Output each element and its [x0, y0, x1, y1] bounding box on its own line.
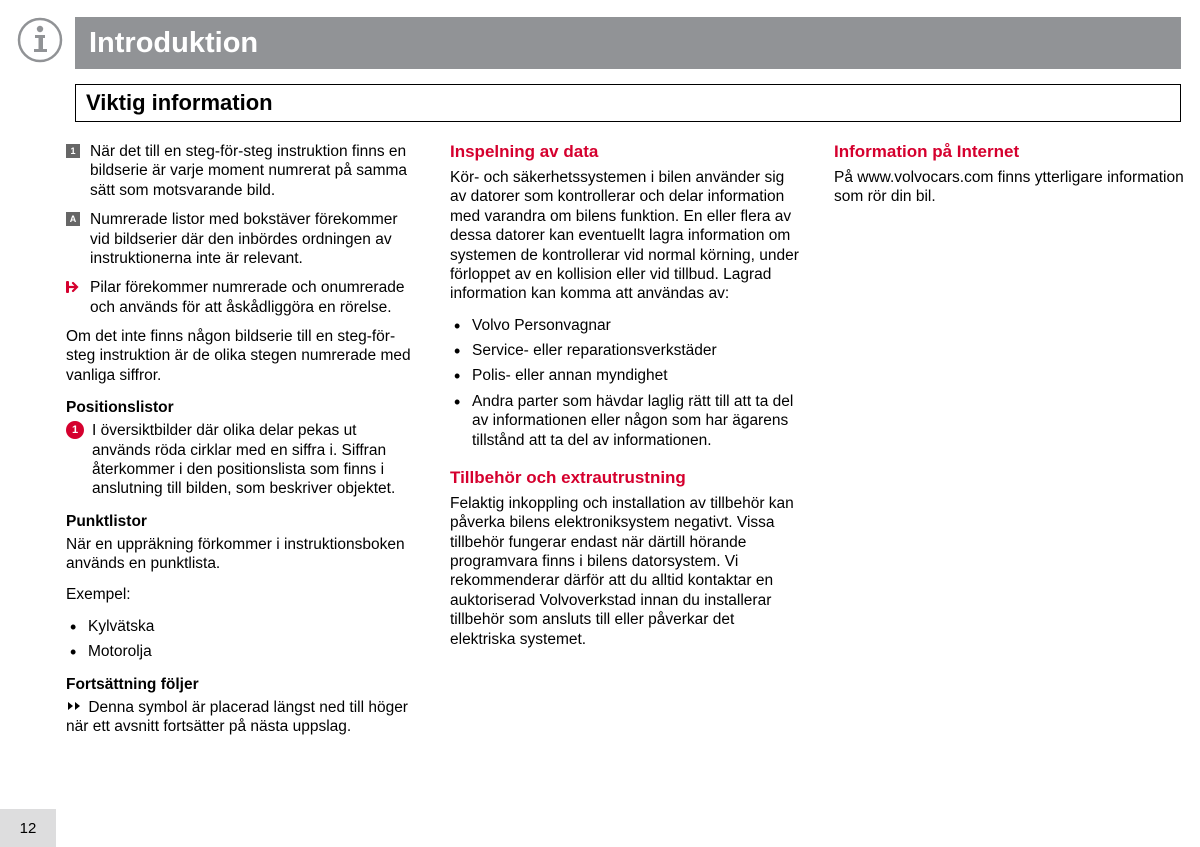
- list-item: Motorolja: [88, 642, 418, 661]
- example-label: Exempel:: [66, 585, 418, 604]
- subheading: Fortsättning följer: [66, 676, 418, 694]
- page-number: 12: [0, 809, 56, 847]
- paragraph: När en uppräkning förkommer i instruktio…: [66, 535, 418, 574]
- column-2: Inspelning av data Kör- och säkerhetssys…: [450, 142, 802, 748]
- step-text: Numrerade listor med bokstäver förekomme…: [90, 210, 418, 268]
- list-item: Kylvätska: [88, 617, 418, 636]
- section-subhead: Viktig information: [75, 84, 1181, 122]
- arrow-icon: [66, 280, 82, 294]
- continuation-text: Denna symbol är placerad längst ned till…: [66, 699, 408, 736]
- position-circle-marker: 1: [66, 421, 84, 439]
- continuation-icon: [66, 698, 84, 717]
- position-list-item: 1 I översiktbilder där olika delar pekas…: [66, 421, 418, 499]
- paragraph: På www.volvocars.com finns ytterligare i…: [834, 168, 1186, 207]
- continuation-para: Denna symbol är placerad längst ned till…: [66, 698, 418, 737]
- step-text: När det till en steg-för-steg instruktio…: [90, 142, 418, 200]
- subheading: Positionslistor: [66, 399, 418, 417]
- list-item: Andra parter som hävdar laglig rätt till…: [472, 392, 802, 450]
- info-icon: [17, 17, 63, 63]
- subheading: Punktlistor: [66, 513, 418, 531]
- paragraph: Felaktig inkoppling och installation av …: [450, 494, 802, 649]
- step-letter-marker: A: [66, 212, 80, 226]
- column-1: 1 När det till en steg-för-steg instrukt…: [66, 142, 418, 748]
- content-columns: 1 När det till en steg-för-steg instrukt…: [66, 142, 1186, 748]
- position-text: I översiktbilder där olika delar pekas u…: [92, 421, 418, 499]
- arrow-step-item: Pilar förekommer numrerade och onumrerad…: [66, 278, 418, 317]
- step-number-marker: 1: [66, 144, 80, 158]
- list-item: Polis- eller annan myndighet: [472, 366, 802, 385]
- bullet-list: Volvo Personvagnar Service- eller repara…: [450, 316, 802, 450]
- list-item: Volvo Personvagnar: [472, 316, 802, 335]
- column-3: Information på Internet På www.volvocars…: [834, 142, 1186, 748]
- page-title: Introduktion: [89, 27, 258, 60]
- numbered-step-item: 1 När det till en steg-för-steg instrukt…: [66, 142, 418, 200]
- subheading-red: Tillbehör och extrautrustning: [450, 468, 802, 488]
- bullet-list: Kylvätska Motorolja: [66, 617, 418, 662]
- step-text: Pilar förekommer numrerade och onumrerad…: [90, 278, 418, 317]
- paragraph: Kör- och säkerhetssystemen i bilen använ…: [450, 168, 802, 304]
- header-bar: Introduktion: [75, 17, 1181, 69]
- lettered-step-item: A Numrerade listor med bokstäver förekom…: [66, 210, 418, 268]
- subheading-red: Information på Internet: [834, 142, 1186, 162]
- subhead-text: Viktig information: [86, 90, 1170, 116]
- list-item: Service- eller reparationsverkstäder: [472, 341, 802, 360]
- subheading-red: Inspelning av data: [450, 142, 802, 162]
- paragraph: Om det inte finns någon bildserie till e…: [66, 327, 418, 385]
